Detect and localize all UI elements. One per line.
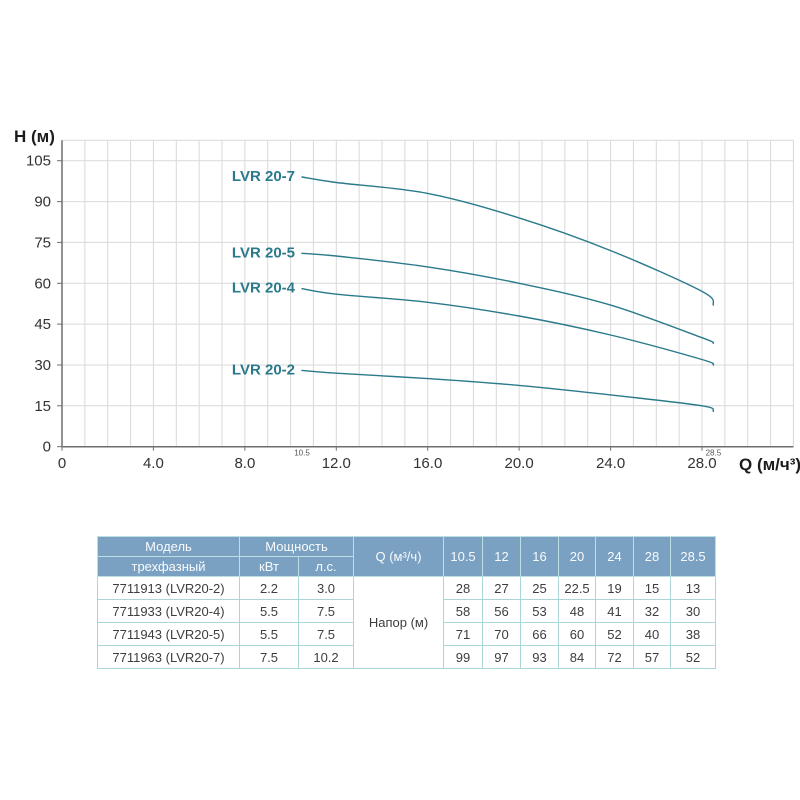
y-tick-label: 0 <box>43 439 51 456</box>
col-header-flow: Q (м³/ч) <box>353 536 445 577</box>
curve-label-lvr-20-4: LVR 20-4 <box>232 280 296 297</box>
col-header-flow-value: 12 <box>482 536 522 577</box>
x-axis-title: Q (м/ч³) <box>739 455 800 474</box>
kw-cell: 7.5 <box>239 645 299 669</box>
col-header-flow-value: 28.5 <box>670 536 717 577</box>
table-row: 7711963 (LVR20-7) 7.5 10.2 99 97 93 84 7… <box>97 645 717 669</box>
table-header-row: трехфазный кВт л.с. <box>97 556 716 577</box>
head-value-cell: 53 <box>520 599 560 623</box>
head-value-cell: 32 <box>633 599 672 623</box>
head-value-cell: 28 <box>443 576 484 600</box>
hp-cell: 7.5 <box>297 599 355 623</box>
curve-label-lvr-20-2: LVR 20-2 <box>232 361 295 378</box>
head-value-cell: 30 <box>670 599 717 623</box>
head-value-cell: 57 <box>633 645 672 669</box>
head-value-cell: 84 <box>558 645 597 669</box>
head-value-cell: 19 <box>595 576 635 600</box>
hp-cell: 10.2 <box>297 645 355 669</box>
x-tick-label: 28.0 <box>687 455 716 472</box>
curve-lvr-20-4 <box>301 288 715 366</box>
head-value-cell: 60 <box>558 622 597 646</box>
range-marker-label: 10.5 <box>294 449 310 458</box>
kw-cell: 5.5 <box>239 599 299 623</box>
head-value-cell: 15 <box>633 576 672 600</box>
head-value-cell: 56 <box>482 599 522 623</box>
y-tick-label: 15 <box>34 398 51 415</box>
col-header-kw: кВт <box>239 556 299 577</box>
table-header-row: Модель Мощность Q (м³/ч) 10.5 12 16 20 2… <box>97 536 717 577</box>
x-tick-label: 16.0 <box>413 455 442 472</box>
y-tick-label: 30 <box>34 357 51 374</box>
x-tick-label: 0 <box>58 455 66 472</box>
x-tick-label: 4.0 <box>143 455 164 472</box>
x-tick-label: 24.0 <box>596 455 625 472</box>
head-value-cell: 93 <box>520 645 560 669</box>
head-label-cell: Напор (м) <box>353 576 445 669</box>
head-value-cell: 25 <box>520 576 560 600</box>
y-tick-label: 75 <box>34 234 51 251</box>
curve-lvr-20-2 <box>301 369 715 412</box>
curve-label-lvr-20-5: LVR 20-5 <box>232 244 295 261</box>
x-tick-label: 12.0 <box>322 455 351 472</box>
col-header-model-phase: трехфазный <box>97 556 240 577</box>
model-cell: 7711963 (LVR20-7) <box>97 645 240 669</box>
model-cell: 7711933 (LVR20-4) <box>97 599 240 623</box>
col-header-flow-value: 24 <box>595 536 635 577</box>
col-header-flow-value: 28 <box>633 536 672 577</box>
head-value-cell: 58 <box>443 599 484 623</box>
table-row: 7711913 (LVR20-2) 2.2 3.0 Напор (м) 28 2… <box>97 576 717 669</box>
pump-spec-table: Модель Мощность Q (м³/ч) 10.5 12 16 20 2… <box>97 536 717 669</box>
kw-cell: 2.2 <box>239 576 299 600</box>
col-header-flow-value: 10.5 <box>443 536 484 577</box>
head-value-cell: 48 <box>558 599 597 623</box>
curve-label-lvr-20-7: LVR 20-7 <box>232 168 295 185</box>
head-value-cell: 27 <box>482 576 522 600</box>
head-value-cell: 70 <box>482 622 522 646</box>
curve-lvr-20-5 <box>301 252 715 344</box>
hp-cell: 3.0 <box>297 576 355 600</box>
head-value-cell: 40 <box>633 622 672 646</box>
curve-lvr-20-7 <box>301 176 715 306</box>
y-tick-label: 105 <box>26 153 51 170</box>
y-tick-label: 60 <box>34 275 51 292</box>
head-value-cell: 52 <box>595 622 635 646</box>
y-tick-label: 90 <box>34 194 51 211</box>
model-cell: 7711943 (LVR20-5) <box>97 622 240 646</box>
kw-cell: 5.5 <box>239 622 299 646</box>
table-row: 7711933 (LVR20-4) 5.5 7.5 58 56 53 48 41… <box>97 599 717 623</box>
y-tick-label: 45 <box>34 316 51 333</box>
head-value-cell: 38 <box>670 622 717 646</box>
col-header-hp: л.с. <box>297 556 355 577</box>
x-tick-label: 8.0 <box>234 455 255 472</box>
head-value-cell: 66 <box>520 622 560 646</box>
head-value-cell: 22.5 <box>558 576 597 600</box>
hp-cell: 7.5 <box>297 622 355 646</box>
range-marker-label: 28.5 <box>706 449 722 458</box>
head-value-cell: 13 <box>670 576 717 600</box>
head-value-cell: 41 <box>595 599 635 623</box>
col-header-power: Мощность <box>238 536 355 557</box>
col-header-model: Модель <box>97 536 240 557</box>
head-value-cell: 71 <box>443 622 484 646</box>
head-value-cell: 99 <box>443 645 484 669</box>
col-header-flow-value: 16 <box>520 536 560 577</box>
model-cell: 7711913 (LVR20-2) <box>97 576 240 600</box>
col-header-flow-value: 20 <box>558 536 597 577</box>
y-axis-title: H (м) <box>14 127 55 146</box>
table-row: 7711943 (LVR20-5) 5.5 7.5 71 70 66 60 52… <box>97 622 717 646</box>
head-value-cell: 97 <box>482 645 522 669</box>
head-value-cell: 52 <box>670 645 717 669</box>
pump-performance-chart: 0 4.0 8.0 12.0 16.0 20.0 24.0 28.0 0 15 30 45 60 75 90… <box>14 127 800 474</box>
head-value-cell: 72 <box>595 645 635 669</box>
x-tick-label: 20.0 <box>504 455 533 472</box>
